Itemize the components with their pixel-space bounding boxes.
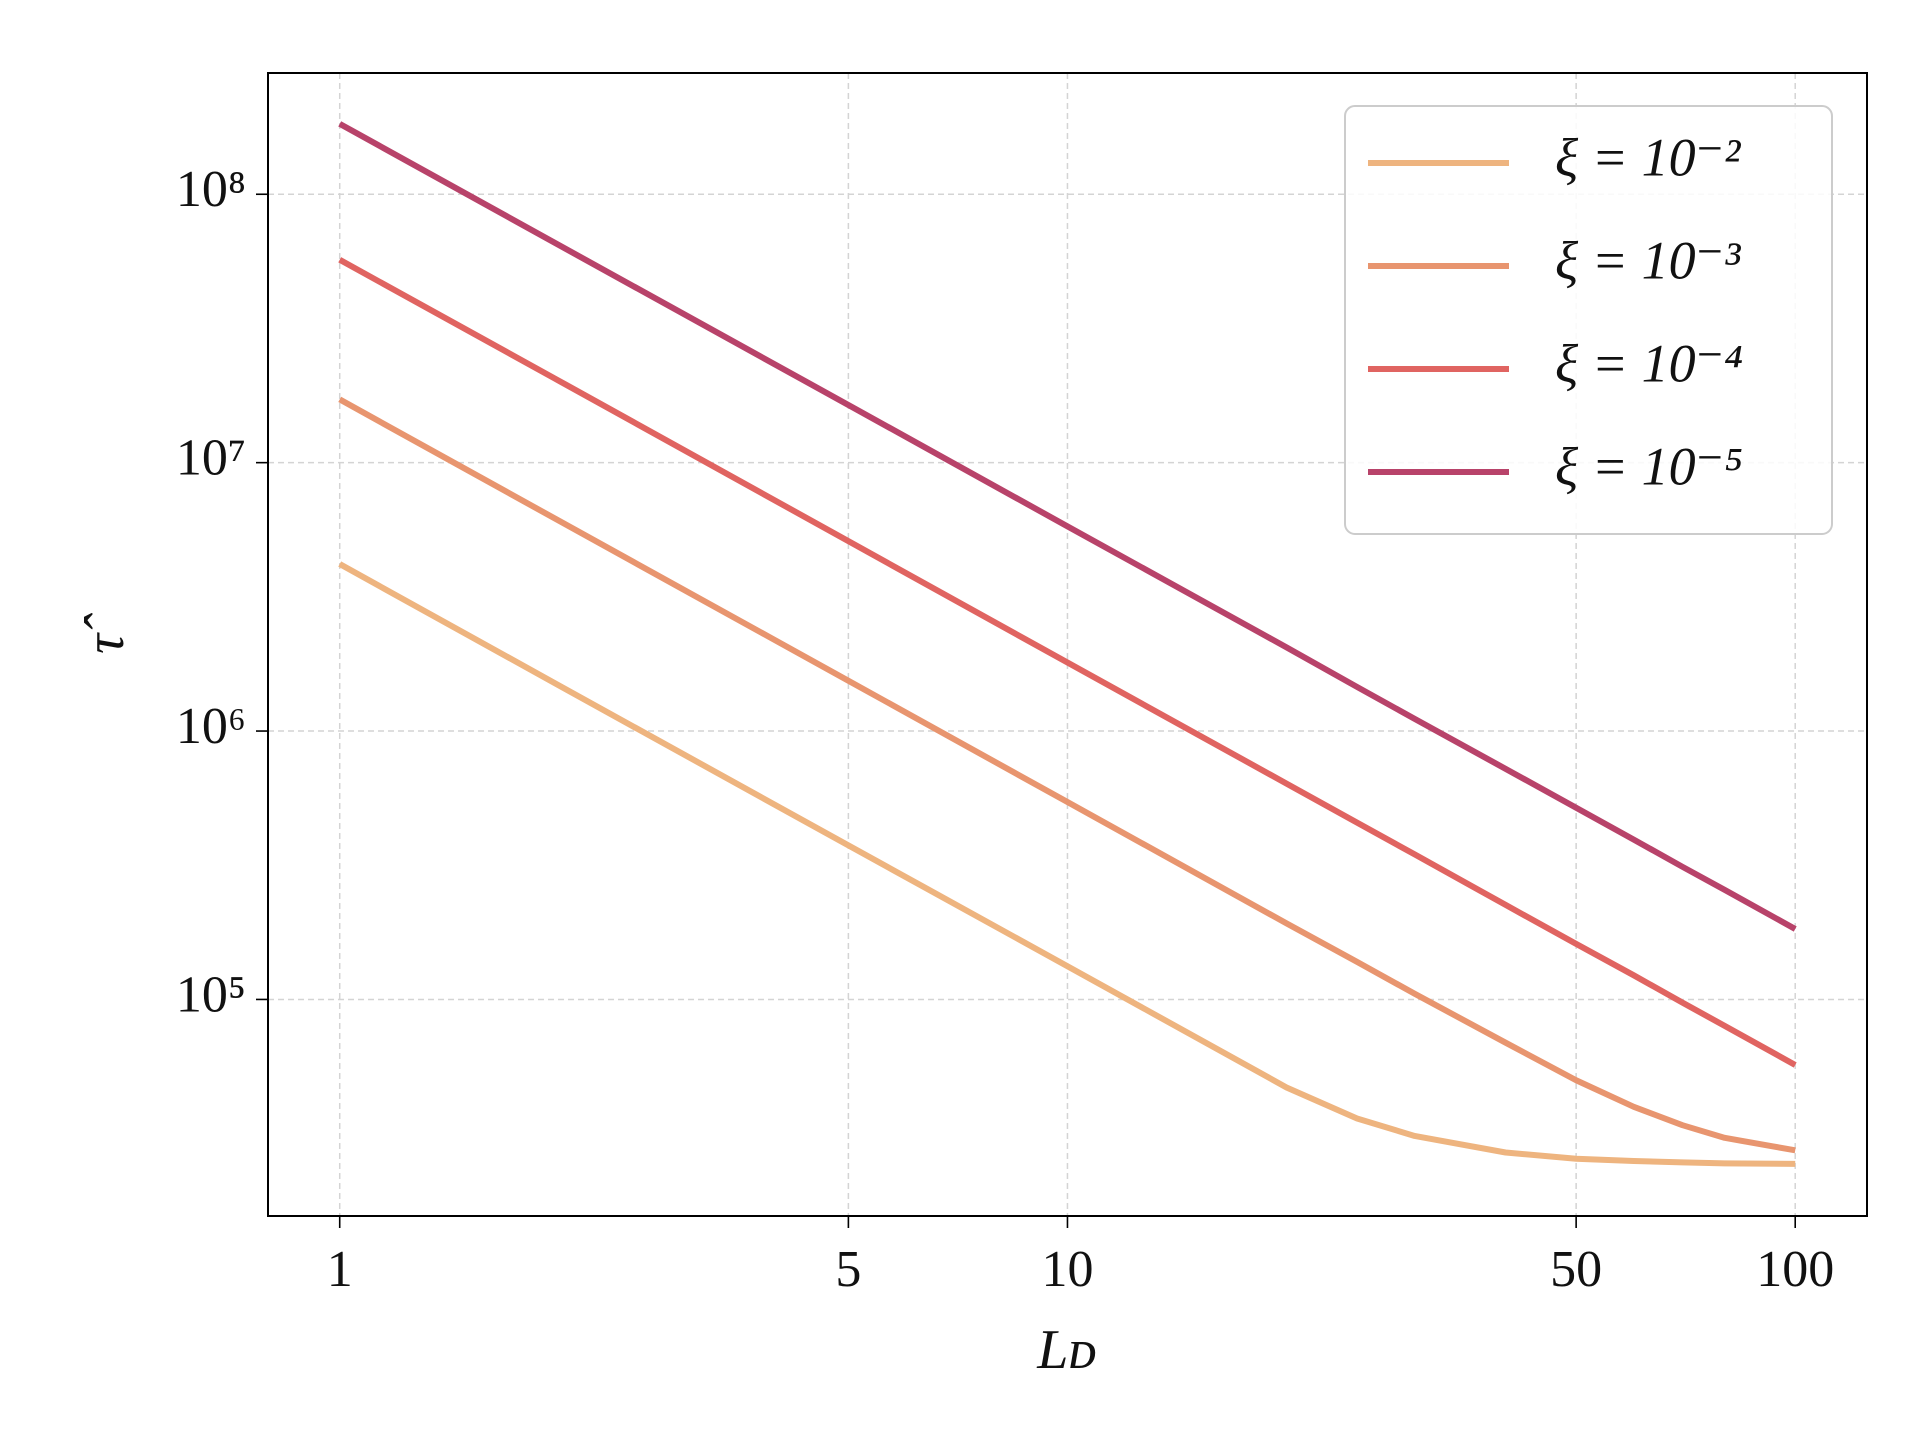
legend-label: ξ = 10⁻² xyxy=(1555,127,1741,187)
series-line xyxy=(338,396,1796,1154)
x-axis-label: Lᴅ xyxy=(1036,1319,1097,1381)
legend: ξ = 10⁻² ξ = 10⁻³ ξ = 10⁻⁴ ξ = 10⁻⁵ xyxy=(1344,105,1833,535)
y-tick-label: 10⁷ xyxy=(176,430,246,487)
y-tick-label: 10⁶ xyxy=(176,698,246,755)
plot-frame xyxy=(267,72,1868,1217)
legend-label: ξ = 10⁻⁴ xyxy=(1555,333,1743,393)
legend-label: ξ = 10⁻³ xyxy=(1555,230,1741,290)
y-tick-label: 10⁵ xyxy=(176,966,246,1023)
y-tick-label: 10⁸ xyxy=(176,161,246,218)
series-line xyxy=(338,561,1796,1167)
y-axis-label: τ̂ xyxy=(74,613,136,654)
legend-box xyxy=(1344,105,1833,535)
x-tick-label: 50 xyxy=(1550,1241,1602,1298)
legend-label: ξ = 10⁻⁵ xyxy=(1555,436,1743,496)
x-tick-label: 5 xyxy=(835,1241,861,1298)
x-tick-label: 100 xyxy=(1756,1241,1834,1298)
x-tick-label: 10 xyxy=(1041,1241,1093,1298)
series-line xyxy=(338,257,1797,1068)
x-tick-label: 1 xyxy=(327,1241,353,1298)
series-line xyxy=(338,121,1797,932)
